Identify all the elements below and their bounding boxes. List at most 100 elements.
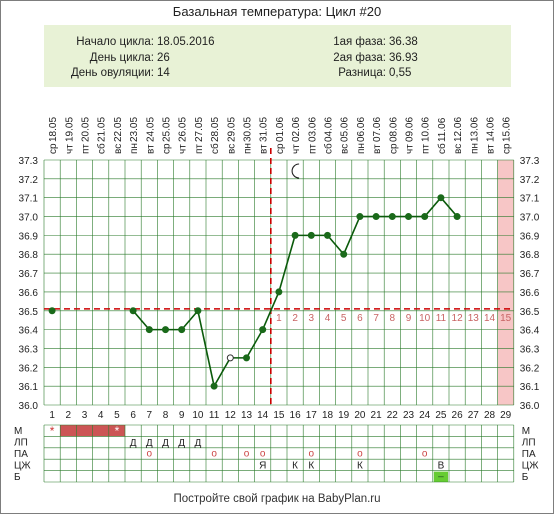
summary-phase2-label: 2ая фаза: <box>333 52 386 64</box>
weekday-label: ср <box>388 143 399 154</box>
phase2-day-number: 13 <box>468 313 480 324</box>
summary-right: 1ая фаза: 36.38 2ая фаза: 36.93 Разница:… <box>333 36 418 79</box>
table-label-right: ЦЖ <box>522 460 539 471</box>
day-number: 6 <box>130 410 136 421</box>
date-label: 15.06 <box>502 117 513 142</box>
pa-mark: о <box>260 448 266 459</box>
date-label: 26.05 <box>178 117 189 142</box>
temperature-point <box>162 326 169 334</box>
day-number: 17 <box>306 410 318 421</box>
weekday-label: ср <box>162 143 173 154</box>
date-label: 06.06 <box>356 117 367 142</box>
temperature-point <box>421 213 429 221</box>
weekday-label: вс <box>226 144 237 154</box>
phase2-day-number: 14 <box>484 313 496 324</box>
date-label: 14.06 <box>486 117 497 142</box>
y-tick-right: 36.9 <box>520 231 540 242</box>
y-tick-right: 37.3 <box>520 156 540 167</box>
summary-day-label: День цикла: <box>90 52 154 64</box>
y-tick-left: 36.1 <box>19 382 39 393</box>
day-number: 19 <box>338 410 350 421</box>
phase2-day-number: 3 <box>309 313 315 324</box>
temperature-segment <box>181 310 199 331</box>
phase2-day-number: 6 <box>357 313 363 324</box>
weekday-label: вт <box>372 144 383 154</box>
date-label: 27.05 <box>194 117 205 142</box>
day-number: 29 <box>500 410 512 421</box>
weekday-label: сб <box>96 143 108 154</box>
y-tick-right: 36.7 <box>520 269 540 280</box>
period-star: * <box>115 424 120 438</box>
day-number: 1 <box>49 410 55 421</box>
day-number: 18 <box>322 410 334 421</box>
moon-icon <box>291 163 300 179</box>
y-tick-left: 36.6 <box>19 288 39 299</box>
day-number: 3 <box>82 410 88 421</box>
summary-diff-value: 0,55 <box>389 67 411 79</box>
temperature-point <box>194 307 202 315</box>
table-label-right: М <box>522 426 530 437</box>
y-tick-left: 37.1 <box>19 194 39 205</box>
y-tick-left: 36.2 <box>19 363 39 374</box>
temperature-point <box>307 231 315 239</box>
day-number: 21 <box>371 410 383 421</box>
day-number: 11 <box>209 410 220 421</box>
temperature-point <box>356 213 364 221</box>
czh-mark: К <box>357 461 363 472</box>
temperature-segment <box>424 197 442 218</box>
phase2-day-number: 15 <box>500 313 512 324</box>
period-star: * <box>131 424 136 438</box>
phase2-day-number: 7 <box>373 313 379 324</box>
date-label: 07.06 <box>372 117 383 142</box>
date-label: 19.05 <box>64 117 75 142</box>
weekday-label: пн <box>243 143 254 154</box>
table-label-left: Б <box>14 472 21 483</box>
summary-phase1-label: 1ая фаза: <box>333 36 386 48</box>
y-tick-right: 37.0 <box>520 213 540 224</box>
temperature-point <box>372 213 380 221</box>
lp-mark: Д <box>195 438 202 449</box>
b-mark: – <box>438 472 444 483</box>
date-label: 28.05 <box>210 117 221 142</box>
summary-ovulation-label: День овуляции: <box>71 67 154 79</box>
temperature-point <box>437 194 445 202</box>
date-label: 10.06 <box>421 117 432 142</box>
day-number: 5 <box>114 410 120 421</box>
y-tick-left: 36.9 <box>19 231 39 242</box>
weekday-label: сб <box>436 143 448 154</box>
weekday-label: вт <box>145 144 156 154</box>
summary-phase1-value: 36.38 <box>389 36 418 48</box>
phase2-day-number: 11 <box>436 313 447 324</box>
day-number: 14 <box>257 410 269 421</box>
y-tick-right: 36.2 <box>520 363 540 374</box>
date-label: 03.06 <box>307 117 318 142</box>
day-number: 16 <box>290 410 302 421</box>
weekday-label: пт <box>307 144 318 154</box>
weekday-label: сб <box>323 143 335 154</box>
weekday-label: ср <box>275 143 286 154</box>
temperature-point <box>340 250 348 258</box>
footer-link[interactable]: Постройте свой график на BabyPlan.ru <box>173 493 380 505</box>
summary-day-value: 26 <box>157 52 170 64</box>
pa-mark: о <box>147 448 153 459</box>
weekday-label: ср <box>48 143 59 154</box>
table-label-right: ПА <box>522 449 536 460</box>
phase2-day-number: 10 <box>419 313 431 324</box>
table-label-left: ЦЖ <box>14 460 31 471</box>
day-number: 20 <box>354 410 366 421</box>
summary-diff-label: Разница: <box>338 67 386 79</box>
y-tick-right: 36.3 <box>520 344 540 355</box>
weekday-label: вс <box>453 144 464 154</box>
temperature-segment <box>213 357 231 387</box>
weekday-label: чт <box>291 144 302 154</box>
y-tick-left: 37.0 <box>19 213 39 224</box>
temperature-segment <box>326 234 345 255</box>
lp-mark: Д <box>146 438 153 449</box>
czh-mark: К <box>292 461 298 472</box>
y-tick-left: 37.2 <box>19 175 39 186</box>
table-label-left: ПА <box>14 449 28 460</box>
pa-mark: о <box>211 448 217 459</box>
y-tick-right: 36.1 <box>520 382 540 393</box>
day-number: 12 <box>225 410 237 421</box>
